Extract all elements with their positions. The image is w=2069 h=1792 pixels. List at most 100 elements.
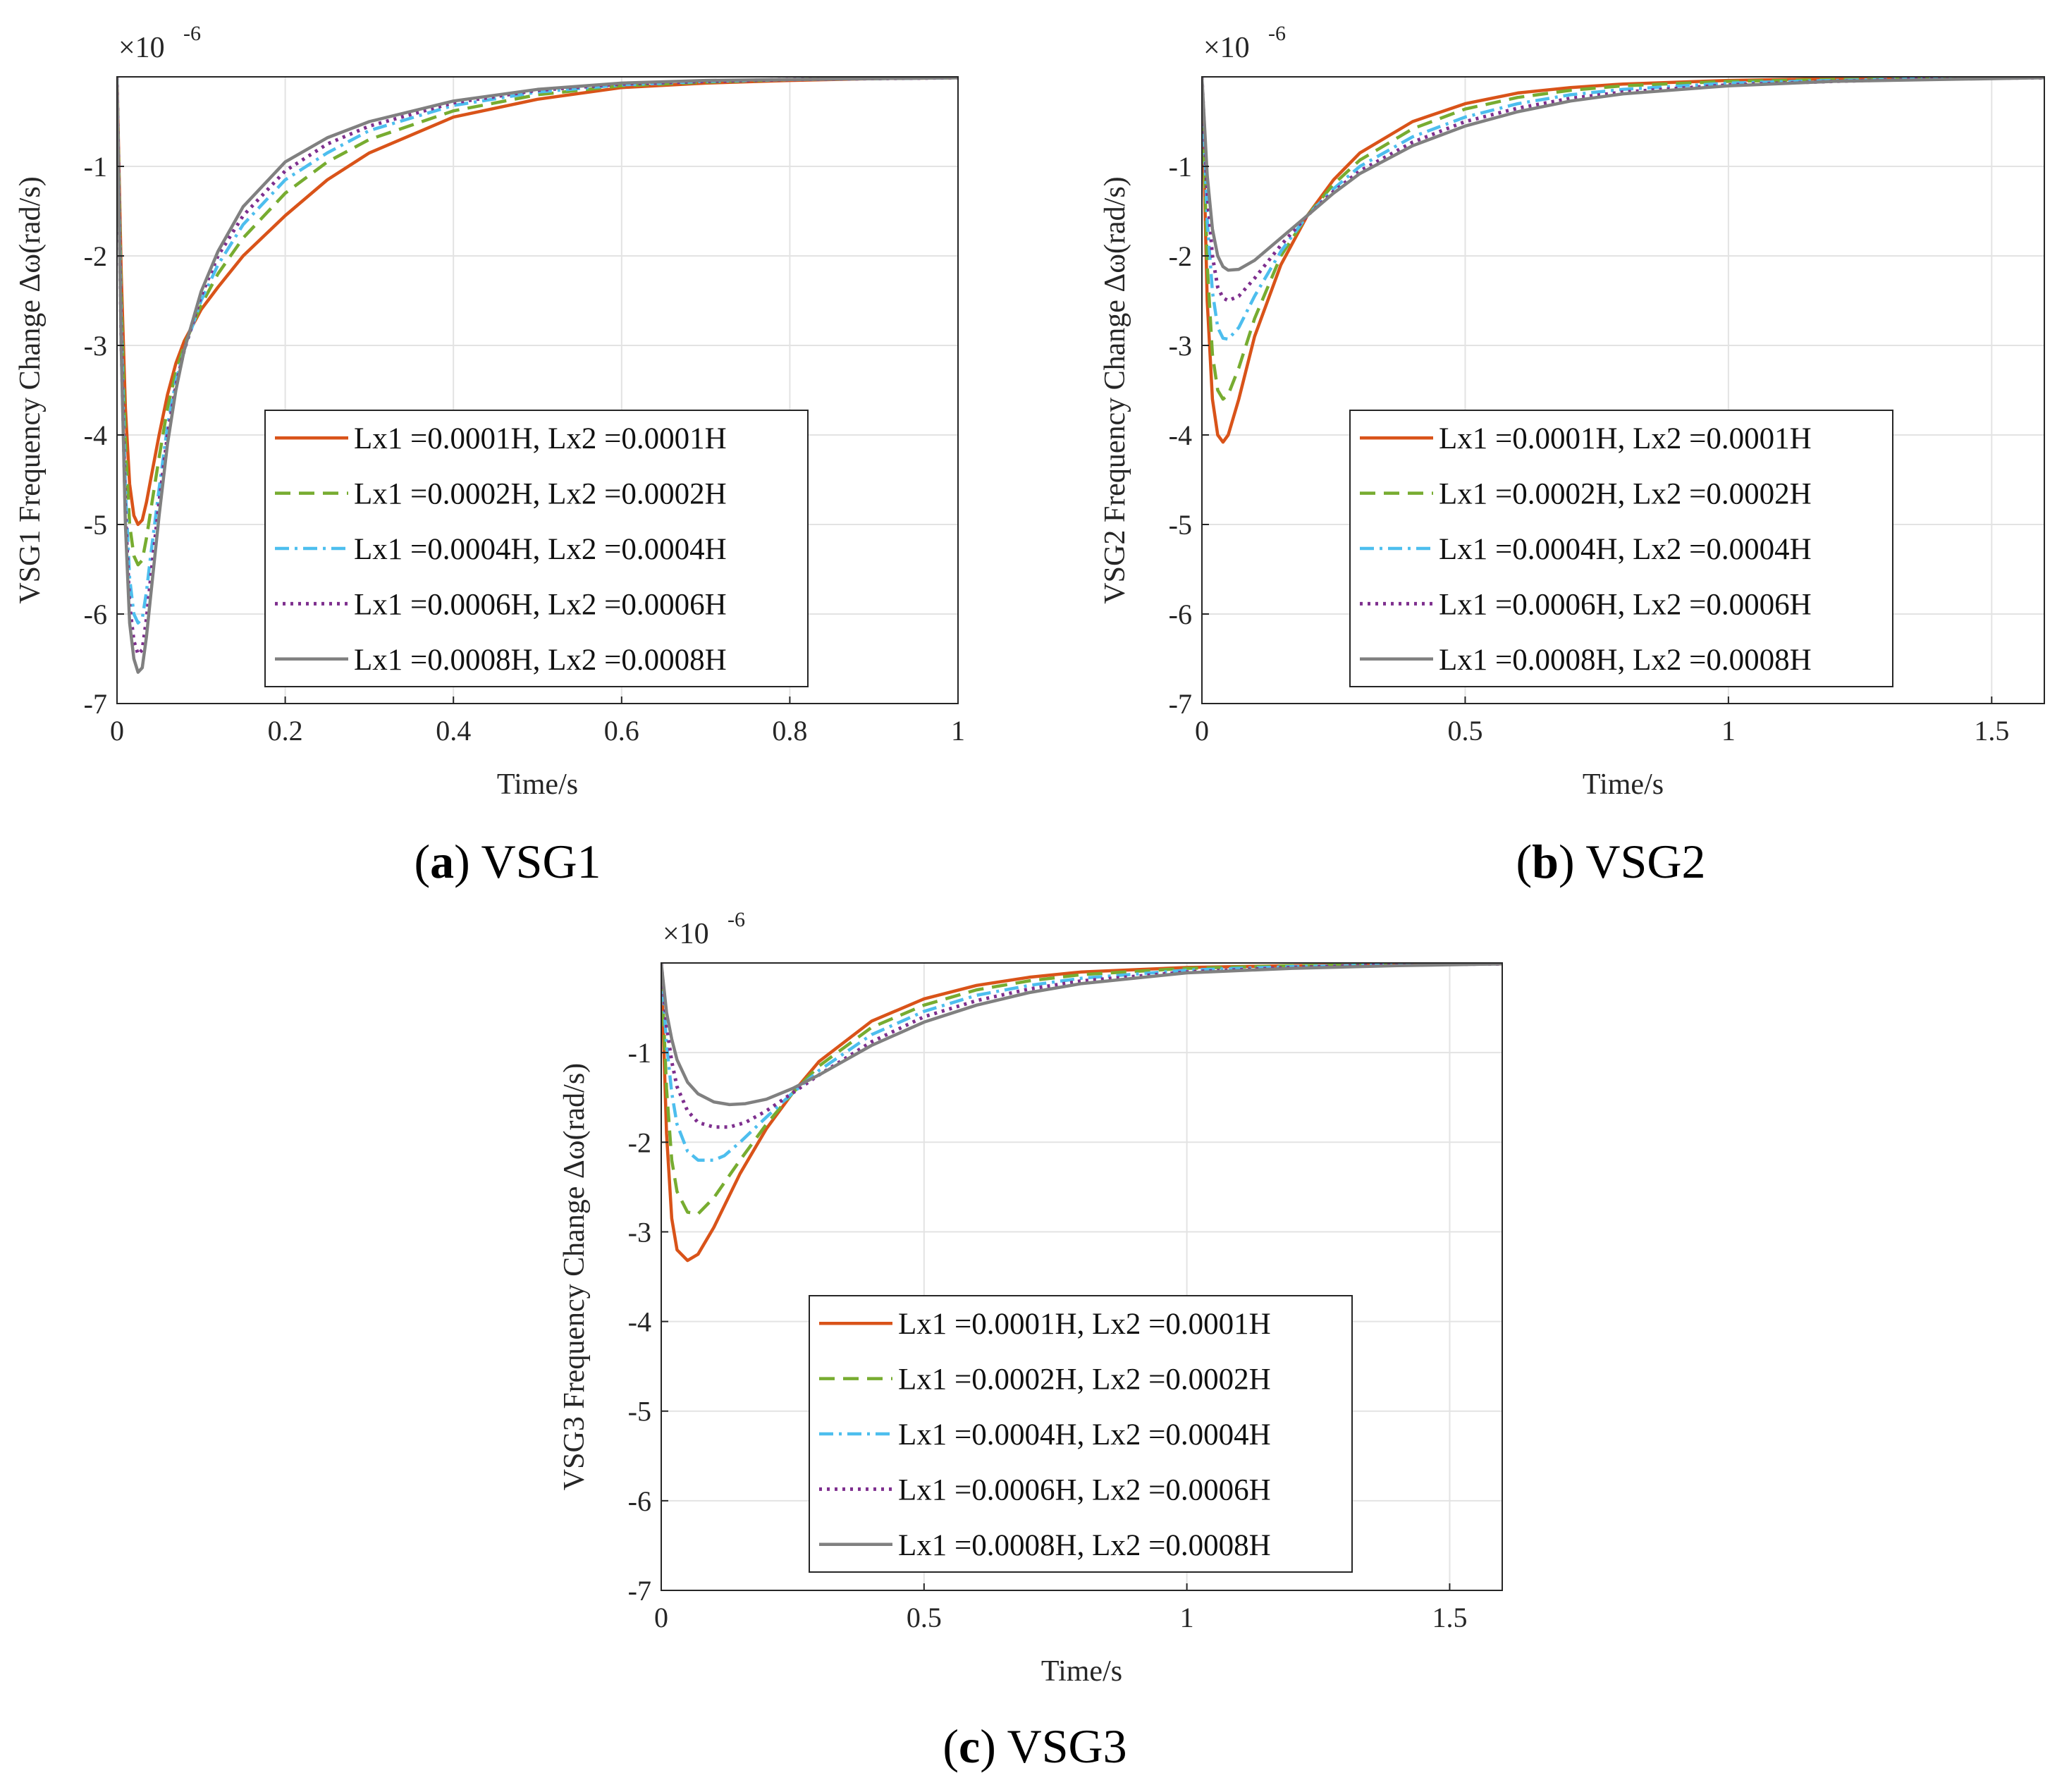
y-tick-label: -2 [84,240,107,272]
series-line [1202,77,2044,272]
legend-label: Lx1 =0.0008H, Lx2 =0.0008H [354,644,727,677]
legend-label: Lx1 =0.0004H, Lx2 =0.0004H [1439,533,1812,566]
x-tick-label: 0.2 [268,715,303,747]
panel-caption: (b) VSG2 [1516,835,1706,888]
legend-label: Lx1 =0.0004H, Lx2 =0.0004H [898,1418,1271,1452]
series-line [661,963,1502,1216]
x-tick-label: 0 [1195,715,1209,747]
series-line [117,77,958,567]
x-tick-label: 1.5 [1432,1602,1467,1633]
legend-label: Lx1 =0.0002H, Lx2 =0.0002H [898,1363,1271,1397]
y-tick-label: -1 [1169,151,1192,183]
panel-caption: (c) VSG3 [943,1719,1126,1773]
y-tick-label: -7 [628,1575,651,1607]
legend-label: Lx1 =0.0008H, Lx2 =0.0008H [898,1529,1271,1562]
caption-paren: ( [414,835,430,888]
y-tick-label: -4 [84,419,107,451]
caption-paren: ) [454,835,481,888]
y-tick-label: -3 [1169,330,1192,362]
y-tick-label: -6 [84,599,107,630]
y-axis-label: VSG2 Frequency Change Δω(rad/s) [1099,176,1131,603]
legend-label: Lx1 =0.0004H, Lx2 =0.0004H [354,533,727,566]
legend-label: Lx1 =0.0002H, Lx2 =0.0002H [354,478,727,511]
series-line [1202,77,2044,444]
x-axis-label: Time/s [1041,1655,1122,1688]
y-exponent-base: ×10 [1203,32,1250,64]
y-tick-label: -2 [1169,240,1192,272]
y-tick-label: -3 [628,1216,651,1248]
x-tick-label: 0.5 [1447,715,1482,747]
legend-label: Lx1 =0.0006H, Lx2 =0.0006H [1439,588,1812,621]
series-group [1202,77,2044,444]
y-exponent-power: -6 [727,908,745,931]
y-exponent-base: ×10 [118,32,165,64]
y-exponent-power: -6 [183,22,201,45]
legend-box [264,410,809,687]
x-tick-label: 0.5 [907,1602,942,1633]
caption-letter: c [959,1719,980,1773]
x-tick-label: 0.4 [436,715,471,747]
y-tick-label: -4 [1169,419,1192,451]
x-axis-label: Time/s [497,768,578,801]
caption-title: VSG2 [1585,835,1705,888]
series-line [661,963,1502,1129]
legend-label: Lx1 =0.0006H, Lx2 =0.0006H [354,588,727,621]
x-tick-label: 0.8 [772,715,807,747]
series-group [661,963,1502,1263]
y-tick-label: -3 [84,330,107,362]
y-axis-label: VSG3 Frequency Change Δω(rad/s) [558,1063,591,1490]
series-line [117,77,958,674]
panel-caption: (a) VSG1 [414,835,601,888]
legend-box [809,1295,1353,1573]
series-line [1202,77,2044,401]
axes-frame [661,962,1503,1591]
x-tick-label: 1 [1721,715,1736,747]
caption-letter: b [1532,835,1559,888]
legend-label: Lx1 =0.0001H, Lx2 =0.0001H [898,1308,1271,1341]
series-group [117,77,958,674]
caption-paren: ( [943,1719,959,1773]
y-tick-label: -5 [628,1396,651,1428]
legend-label: Lx1 =0.0001H, Lx2 =0.0001H [354,422,727,455]
caption-title: VSG3 [1007,1719,1127,1773]
y-exponent-base: ×10 [663,918,709,950]
y-tick-label: -7 [84,688,107,720]
series-line [661,963,1502,1162]
x-tick-label: 0 [654,1602,668,1633]
y-tick-label: -2 [628,1127,651,1158]
x-tick-label: 0.6 [604,715,639,747]
panel-vsg1: 0 0.2 0.4 0.6 0.8 1 -7 -6 -5 -4 -3 -2 -1 ×10 -6 Time/s V… [14,22,965,888]
panel-vsg3: 0 0.5 1 1.5 -7 -6 -5 -4 -3 -2 -1 ×10 -6 Time/s VSG3 Fr… [558,908,1503,1773]
y-tick-label: -6 [1169,599,1192,630]
caption-paren: ( [1516,835,1533,888]
panel-vsg2: 0 0.5 1 1.5 -7 -6 -5 -4 -3 -2 -1 ×10 -6 Time/s VSG2 Fr… [1099,22,2045,888]
y-tick-label: -4 [628,1306,651,1338]
x-tick-label: 1.5 [1974,715,2009,747]
legend-label: Lx1 =0.0002H, Lx2 =0.0002H [1439,478,1812,511]
y-tick-label: -5 [84,509,107,541]
caption-title: VSG1 [481,835,601,888]
axes-frame [1201,76,2045,704]
y-tick-label: -5 [1169,509,1192,541]
legend-box [1349,410,1893,687]
legend-label: Lx1 =0.0001H, Lx2 =0.0001H [1439,422,1812,455]
legend-label: Lx1 =0.0006H, Lx2 =0.0006H [898,1473,1271,1506]
series-line [1202,77,2044,341]
x-tick-label: 0 [110,715,124,747]
x-tick-label: 1 [951,715,965,747]
y-tick-label: -1 [628,1037,651,1069]
y-tick-label: -1 [84,151,107,183]
y-tick-label: -6 [628,1485,651,1517]
legend-label: Lx1 =0.0008H, Lx2 =0.0008H [1439,644,1812,677]
axes-frame [116,76,959,704]
series-line [661,963,1502,1107]
y-tick-label: -7 [1169,688,1192,720]
x-tick-label: 1 [1180,1602,1194,1633]
caption-letter: a [430,835,454,888]
x-axis-label: Time/s [1583,768,1664,801]
y-axis-label: VSG1 Frequency Change Δω(rad/s) [14,176,47,603]
caption-paren: ) [1559,835,1585,888]
y-exponent-power: -6 [1268,22,1286,45]
caption-paren: ) [980,1719,1007,1773]
